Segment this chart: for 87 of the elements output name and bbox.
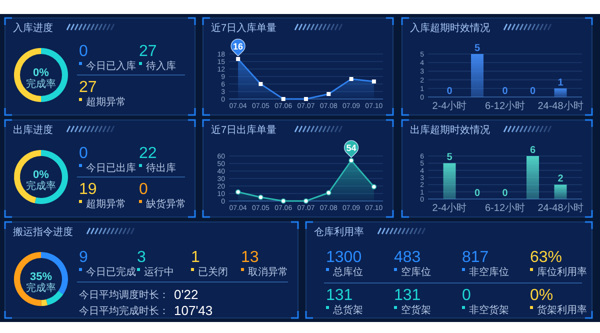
category-label: 已关闭	[198, 266, 228, 278]
text: 0	[139, 181, 148, 198]
text: 27	[79, 79, 97, 96]
chart-title: 近7日出库单量	[211, 124, 277, 136]
text: 1300	[326, 249, 362, 266]
category-label: 运行中	[144, 266, 174, 278]
category-label: 总货架	[332, 304, 363, 316]
text: 3	[137, 249, 146, 266]
text: 19	[79, 181, 97, 198]
data-label: 6	[530, 145, 536, 156]
category-label: 总库位	[332, 266, 363, 278]
category-label: 待出库	[146, 162, 176, 174]
category-label: 库位利用率	[537, 266, 587, 278]
chart-title: 出库超期时效情况	[410, 124, 490, 136]
donut-slice	[34, 150, 68, 204]
category-label: 超期异常	[86, 96, 126, 108]
donut-slice	[41, 299, 48, 306]
text: 817	[462, 249, 489, 266]
text: 1	[191, 249, 200, 266]
donut-slice	[46, 290, 64, 306]
text: 35%	[30, 271, 52, 283]
category-label: 待入库	[146, 60, 176, 72]
text: 0'22	[174, 287, 198, 302]
bar	[526, 156, 539, 199]
chart-title: 出库进度	[13, 124, 53, 136]
category-label: 今日已入库	[86, 60, 136, 72]
category-label: 非空货架	[469, 304, 509, 316]
point	[371, 184, 377, 190]
x-tick-label: 6-12小时	[484, 100, 526, 112]
category-label: 超期异常	[86, 198, 126, 210]
category-label: 取消异常	[248, 266, 288, 278]
data-label: 1	[558, 77, 564, 88]
chart-title: 近7日入库单量	[211, 22, 277, 34]
chart-title: 搬运指令进度	[13, 226, 73, 238]
category-label: 今日已出库	[86, 162, 136, 174]
text: 22	[139, 145, 157, 162]
text: 0	[462, 287, 471, 304]
point	[303, 198, 309, 204]
text: 131	[326, 287, 353, 304]
text: 483	[394, 249, 421, 266]
text: 今日平均完成时长：	[79, 305, 169, 317]
text: 完成率	[26, 78, 56, 90]
point	[348, 158, 354, 164]
category-label: 缺货异常	[146, 198, 186, 210]
data-label: 0	[446, 86, 453, 97]
text: 131	[394, 287, 421, 304]
text: 0%	[33, 169, 50, 181]
category-label: 非空库位	[469, 266, 509, 278]
data-label: 5	[446, 152, 453, 164]
text: 9	[79, 249, 88, 266]
text: 仓库利用率	[314, 226, 364, 238]
category-label: 空货架	[401, 304, 431, 316]
x-tick-label: 24-48小时	[538, 100, 584, 112]
text: 0	[79, 145, 88, 162]
category-label: 货架利用率	[537, 304, 587, 316]
text: 今日平均调度时长：	[79, 289, 169, 301]
text: 27	[139, 43, 157, 60]
annotation: 54	[346, 143, 356, 153]
data-label: 5	[474, 43, 480, 54]
text: 0	[79, 43, 88, 60]
bar	[443, 163, 456, 199]
data-label: 0	[502, 188, 508, 199]
text: 107'43	[174, 303, 213, 318]
text: 0%	[33, 67, 50, 79]
data-label: 2	[558, 174, 564, 185]
category-label: 空库位	[401, 266, 431, 278]
point	[258, 194, 264, 200]
text: 13	[241, 249, 259, 266]
text: 0%	[530, 287, 554, 304]
chart-title: 入库超期时效情况	[410, 22, 490, 34]
data-label: 0	[530, 86, 536, 97]
x-tick-label: 24-48小时	[538, 202, 584, 214]
bar	[554, 184, 567, 199]
point	[280, 198, 286, 204]
data-label: 0	[474, 188, 480, 199]
text: 63%	[530, 249, 562, 266]
x-tick-label: 2-4小时	[432, 202, 467, 214]
category-label: 今日已完成	[86, 266, 136, 278]
chart-title: 入库进度	[13, 22, 53, 34]
point	[326, 190, 332, 196]
x-tick-label: 6-12小时	[484, 202, 526, 214]
point	[235, 189, 241, 195]
data-label: 0	[502, 86, 508, 97]
text: 完成率	[26, 180, 56, 192]
x-tick-label: 2-4小时	[432, 100, 467, 112]
text: 完成率	[26, 282, 56, 294]
annotation: 16	[233, 42, 244, 52]
